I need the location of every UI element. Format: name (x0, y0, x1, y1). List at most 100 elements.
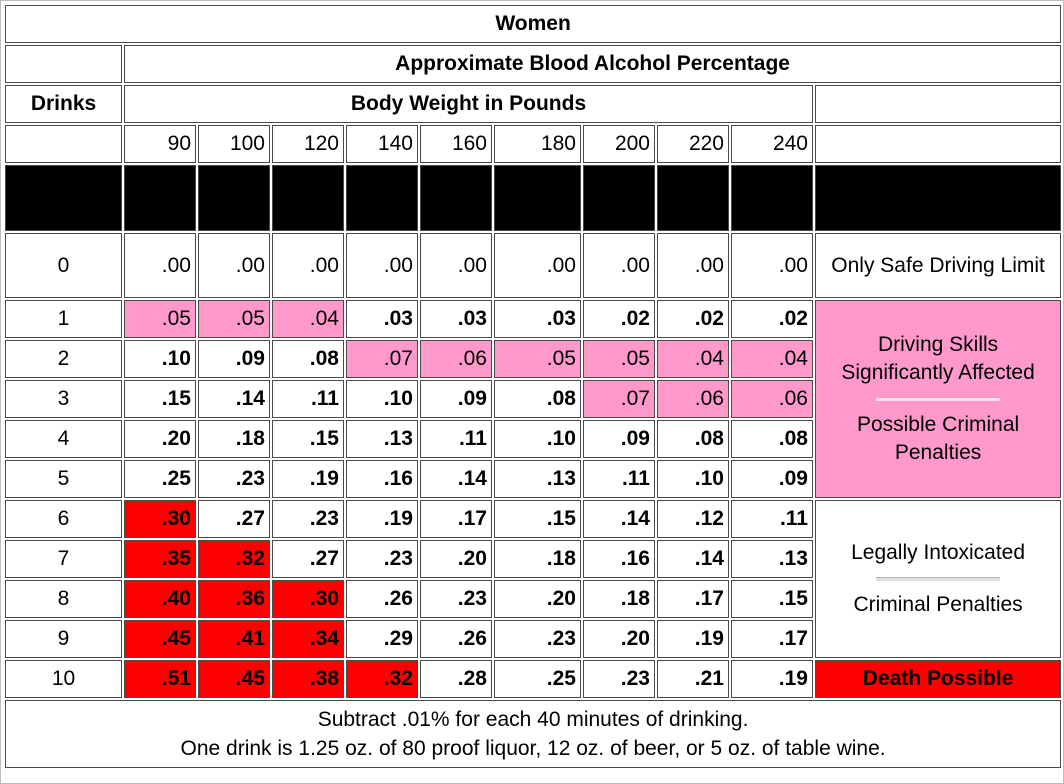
bac-value-cell: .26 (346, 580, 418, 618)
bac-value-cell: .02 (583, 300, 655, 338)
bac-value-cell: .20 (124, 420, 196, 458)
black-band-cell (272, 165, 344, 231)
bac-value-cell: .23 (272, 500, 344, 538)
bac-value-cell: .26 (420, 620, 492, 658)
table-row: 6.30.27.23.19.17.15.14.12.11 Legally Into… (5, 500, 1062, 658)
drinks-count: 4 (5, 420, 122, 458)
bac-value-cell: .11 (272, 380, 344, 418)
bac-value-cell: .15 (124, 380, 196, 418)
bac-value-cell: .45 (124, 620, 196, 658)
bac-value-cell: .05 (494, 340, 581, 378)
effect-intoxicated-label: Legally Intoxicated (851, 541, 1026, 564)
bac-value-cell: .32 (198, 540, 270, 578)
bac-value-cell: .07 (583, 380, 655, 418)
table-row: 8.40.36.30.26.23.20.18.17.15 (5, 580, 1061, 618)
table-row: 3.15.14.11.10.09.08.07.06.06 (5, 380, 1061, 418)
weight-column-label: 120 (272, 125, 344, 163)
bac-value-cell: .36 (198, 580, 270, 618)
table-row: 0.00.00.00.00.00.00.00.00.00 Only Safe Dr… (5, 233, 1062, 298)
black-band-cell (731, 165, 813, 231)
weight-column-label: 220 (657, 125, 729, 163)
bac-value-cell: .07 (346, 340, 418, 378)
effect-intoxicated-penalties: Criminal Penalties (853, 593, 1023, 616)
bac-value-cell: .08 (731, 420, 813, 458)
weight-column-label: 160 (420, 125, 492, 163)
bac-value-cell: .04 (272, 300, 344, 338)
weight-column-label: 140 (346, 125, 418, 163)
bac-value-cell: .00 (583, 233, 655, 298)
bac-value-cell: .05 (198, 300, 270, 338)
bac-value-cell: .03 (420, 300, 492, 338)
black-band-cell (420, 165, 492, 231)
bac-value-cell: .35 (124, 540, 196, 578)
table-row: 10.51.45.38.32.28.25.23.21.19 Death Possi… (5, 660, 1062, 698)
bac-value-cell: .09 (198, 340, 270, 378)
bac-value-cell: .32 (346, 660, 418, 698)
effects-weight-spacer (815, 125, 1062, 163)
bac-value-cell: .27 (198, 500, 270, 538)
black-band-cell (815, 165, 1062, 231)
bac-value-cell: .38 (272, 660, 344, 698)
bac-value-cell: .17 (420, 500, 492, 538)
drinks-count: 8 (5, 580, 122, 618)
black-band-cell (583, 165, 655, 231)
bac-value-cell: .25 (124, 460, 196, 498)
bac-value-cell: .29 (346, 620, 418, 658)
bac-value-cell: .00 (657, 233, 729, 298)
table-title: Women (5, 5, 1062, 43)
bac-value-cell: .09 (731, 460, 813, 498)
bac-value-cell: .23 (420, 580, 492, 618)
effect-death: Death Possible (815, 660, 1062, 698)
bac-value-cell: .20 (583, 620, 655, 658)
bac-value-cell: .05 (124, 300, 196, 338)
drinks-count: 7 (5, 540, 122, 578)
footer-line-2: One drink is 1.25 oz. of 80 proof liquor… (180, 737, 886, 760)
drinks-count: 10 (5, 660, 122, 698)
bac-value-cell: .10 (124, 340, 196, 378)
effect-impaired: Driving Skills Significantly Affected Pos… (815, 300, 1062, 498)
drinks-count: 1 (5, 300, 122, 338)
bac-value-cell: .04 (657, 340, 729, 378)
bac-value-cell: .18 (198, 420, 270, 458)
bac-value-cell: .00 (198, 233, 270, 298)
bac-value-cell: .06 (420, 340, 492, 378)
effect-impaired-penalties: Possible Criminal Penalties (856, 413, 1020, 464)
table-row: 1.05.05.04.03.03.03.02.02.02 Driving Skil… (5, 300, 1062, 498)
black-band-cell (657, 165, 729, 231)
drinks-count: 5 (5, 460, 122, 498)
bac-value-cell: .08 (657, 420, 729, 458)
bac-value-cell: .15 (731, 580, 813, 618)
bac-value-cell: .00 (124, 233, 196, 298)
bac-value-cell: .17 (657, 580, 729, 618)
bac-value-cell: .14 (198, 380, 270, 418)
bac-value-cell: .05 (583, 340, 655, 378)
bac-value-cell: .45 (198, 660, 270, 698)
bac-value-cell: .00 (420, 233, 492, 298)
weight-column-label: 90 (124, 125, 196, 163)
bac-value-cell: .25 (494, 660, 581, 698)
bac-value-cell: .04 (731, 340, 813, 378)
bac-value-cell: .13 (494, 460, 581, 498)
black-band-cell (494, 165, 581, 231)
header-spacer (5, 45, 122, 83)
bac-value-cell: .40 (124, 580, 196, 618)
bac-value-cell: .10 (494, 420, 581, 458)
weight-column-label: 200 (583, 125, 655, 163)
bac-value-cell: .15 (272, 420, 344, 458)
effects-header-spacer (815, 85, 1062, 123)
bac-value-cell: .11 (583, 460, 655, 498)
effect-divider (876, 577, 1001, 581)
table-subtitle: Approximate Blood Alcohol Percentage (124, 45, 1062, 83)
drinks-count: 9 (5, 620, 122, 658)
weight-column-label: 240 (731, 125, 813, 163)
bac-table: Women Approximate Blood Alcohol Percenta… (3, 3, 1063, 770)
bac-value-cell: .28 (420, 660, 492, 698)
bac-value-cell: .51 (124, 660, 196, 698)
bac-value-cell: .00 (346, 233, 418, 298)
drinks-count: 2 (5, 340, 122, 378)
bac-value-cell: .11 (420, 420, 492, 458)
bac-value-cell: .00 (272, 233, 344, 298)
bac-value-cell: .11 (731, 500, 813, 538)
bac-value-cell: .19 (731, 660, 813, 698)
bac-value-cell: .23 (346, 540, 418, 578)
